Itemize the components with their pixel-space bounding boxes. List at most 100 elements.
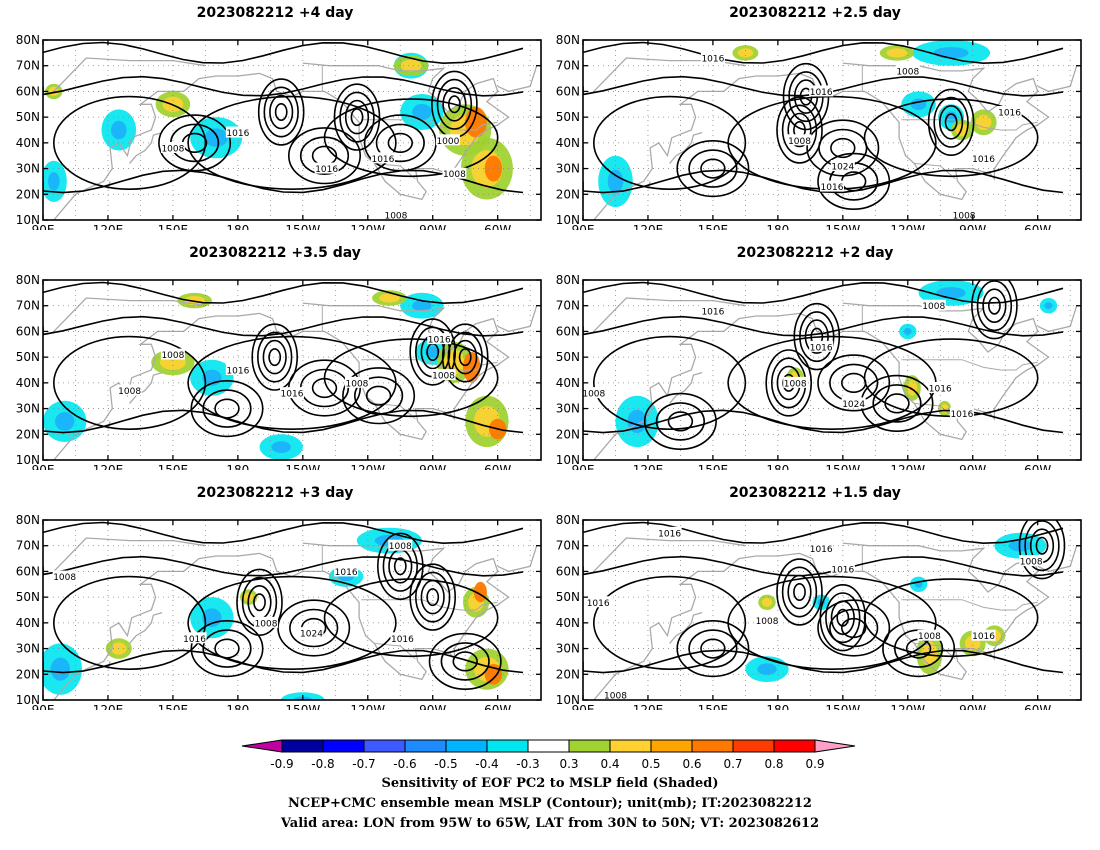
x-tick-label: 150E xyxy=(158,223,189,230)
contour-label-bg xyxy=(254,616,279,628)
contour-label: 1016 xyxy=(428,336,451,346)
map-panel-4: 2023082212 +2 day 1016 1008 1016 1008 1024 10… xyxy=(545,245,1085,470)
x-tick-label: 180 xyxy=(226,703,249,710)
map-panel-5: 2023082212 +3 day 1008 1016 1008 1016 1008 10… xyxy=(5,485,545,710)
caption-line-1: Sensitivity of EOF PC2 to MSLP field (Sh… xyxy=(381,776,719,791)
contour-label-bg xyxy=(809,85,834,97)
mslp-contour xyxy=(727,575,937,671)
mslp-contour xyxy=(583,281,1064,305)
x-tick-label: 90W xyxy=(959,223,986,230)
contour-label: 1008 xyxy=(346,379,369,389)
mslp-contour xyxy=(43,169,524,194)
y-tick-label: 10N xyxy=(16,213,40,227)
contour-label: 1016 xyxy=(950,410,973,420)
contour-label-bg xyxy=(370,152,395,164)
colorbar-high-arrow xyxy=(814,739,856,753)
x-tick-label: 90W xyxy=(419,463,446,470)
x-tick-label: 60W xyxy=(1024,463,1051,470)
colorbar-label: -0.6 xyxy=(393,757,416,770)
map-field: 1016 1008 1016 1008 1024 1016 1016 1016 1008 xyxy=(583,40,1081,220)
political-boundary xyxy=(901,599,1038,611)
coastline xyxy=(593,62,1050,220)
x-tick-label: 120E xyxy=(633,703,664,710)
colorbar-swatch xyxy=(445,739,488,753)
map-panel-1: 2023082212 +4 day 1008 1008 1016 1016 1008 10… xyxy=(5,5,545,230)
contour-label: 1016 xyxy=(810,343,833,353)
mslp-contour xyxy=(52,335,207,431)
x-tick-label: 150W xyxy=(285,463,320,470)
x-tick-label: 120E xyxy=(93,223,124,230)
mslp-contour-low xyxy=(333,83,381,151)
mslp-contour-low xyxy=(426,588,440,607)
contour-label: 1024 xyxy=(300,630,323,640)
contour-label: 1008 xyxy=(118,387,141,397)
contour-label-bg xyxy=(917,629,942,641)
mslp-contour xyxy=(583,315,1064,337)
contour-label-bg xyxy=(344,376,369,388)
y-tick-label: 70N xyxy=(16,299,40,313)
colorbar-swatch xyxy=(568,739,611,753)
political-boundary xyxy=(901,359,1038,371)
mslp-contour-high xyxy=(806,119,880,177)
contour-label: 1016 xyxy=(587,599,610,609)
map-plot: 1008101610081016100810241016101690E120E1… xyxy=(16,513,542,710)
negative-core-shade xyxy=(48,172,60,191)
colorbar-low-arrow xyxy=(241,739,283,753)
contour-label: 1008 xyxy=(756,617,779,627)
mslp-contour xyxy=(52,575,207,671)
negative-core-shade xyxy=(936,287,966,299)
y-tick-label: 10N xyxy=(556,693,580,707)
panel-title: 2023082212 +1.5 day xyxy=(729,485,901,501)
contour-label: 1016 xyxy=(371,155,394,165)
coastline xyxy=(497,545,538,573)
contour-label-bg xyxy=(225,126,250,138)
contour-label: 1016 xyxy=(183,635,206,645)
x-tick-label: 90W xyxy=(419,223,446,230)
contour-label: 1008 xyxy=(604,691,627,701)
colorbar-swatch xyxy=(732,739,775,753)
x-tick-label: 90E xyxy=(572,463,595,470)
mslp-contour-low xyxy=(776,558,823,626)
x-tick-label: 120E xyxy=(93,463,124,470)
coastline xyxy=(129,371,163,404)
mslp-contour-low xyxy=(458,348,472,367)
y-tick-label: 50N xyxy=(16,350,40,364)
contour-label: 1016 xyxy=(315,165,338,175)
y-tick-label: 40N xyxy=(16,616,40,630)
coastline xyxy=(53,62,510,220)
mslp-contour-low xyxy=(350,108,364,127)
y-tick-label: 30N xyxy=(556,642,580,656)
colorbar-label: 0.5 xyxy=(641,757,660,770)
plot-frame xyxy=(582,279,1082,461)
x-tick-label: 120W xyxy=(350,223,385,230)
contour-label: 1008 xyxy=(443,170,466,180)
mslp-contour-high xyxy=(817,599,891,657)
colorbar-graphic: -0.9 -0.8 -0.7 -0.6 -0.5 -0.4 -0.3 0.3 0.4 0.5 0.6… xyxy=(241,739,856,771)
positive-mid-shade xyxy=(737,48,754,58)
mslp-contour xyxy=(863,98,1039,178)
x-tick-label: 180 xyxy=(766,223,789,230)
y-tick-label: 40N xyxy=(556,616,580,630)
map-field: 10081016100810081016100810161008 xyxy=(43,280,541,460)
contour-label-bg xyxy=(971,152,996,164)
contour-label-bg xyxy=(783,376,808,388)
plot-frame xyxy=(582,519,1082,701)
mslp-contour xyxy=(323,578,499,658)
mslp-contour xyxy=(323,338,499,418)
x-tick-label: 180 xyxy=(226,463,249,470)
panel-title: 2023082212 +4 day xyxy=(196,5,354,21)
mslp-contour-low xyxy=(447,331,483,383)
mslp-contour-high xyxy=(190,380,264,438)
mslp-contour-low xyxy=(268,348,282,367)
mslp-contour-low xyxy=(393,557,407,576)
contour-label-bg xyxy=(314,162,339,174)
y-tick-label: 60N xyxy=(556,324,580,338)
colorbar-label: -0.8 xyxy=(311,757,334,770)
contour-label-bg xyxy=(117,384,142,396)
coastline xyxy=(593,542,1050,700)
y-tick-label: 60N xyxy=(16,324,40,338)
colorbar-swatch xyxy=(404,739,447,753)
positive-mid-shade xyxy=(761,597,773,607)
mslp-contour-low xyxy=(236,568,283,637)
